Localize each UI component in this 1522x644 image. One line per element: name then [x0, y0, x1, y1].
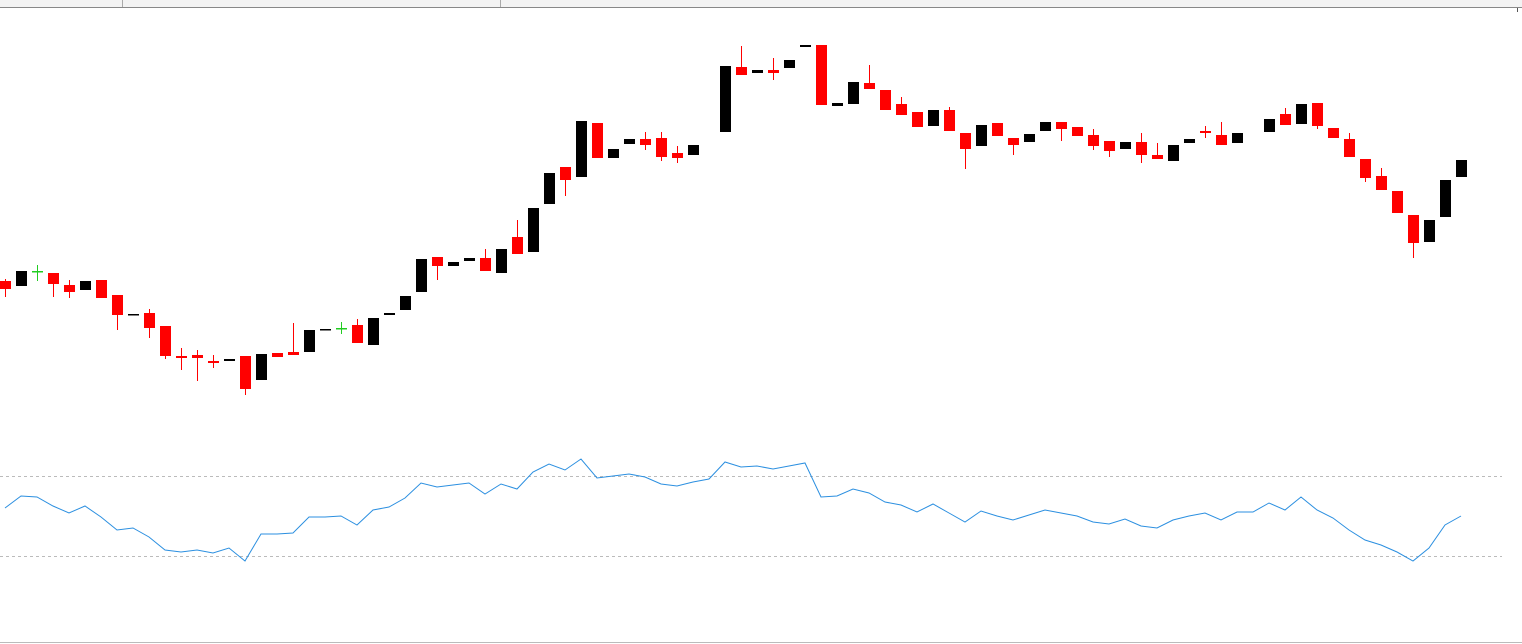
candle-body [144, 313, 155, 328]
candle-body [816, 45, 827, 105]
candle-body [576, 121, 587, 177]
candle-body [1312, 103, 1323, 126]
candle-body [912, 112, 923, 127]
candle-body [96, 280, 107, 298]
candle-body [1072, 127, 1083, 136]
candle-body [752, 70, 763, 73]
candle-body [400, 296, 411, 310]
candle-body [832, 103, 843, 106]
candle-body [1152, 155, 1163, 159]
candle-body [608, 149, 619, 158]
candle-body [160, 326, 171, 356]
candle-body [656, 138, 667, 157]
candle-body [928, 110, 939, 126]
candle-body [960, 133, 971, 149]
candle-body [672, 153, 683, 158]
candle-body [1104, 141, 1115, 151]
candle-body [976, 125, 987, 146]
candle-body [1360, 159, 1371, 178]
candle-body [240, 356, 251, 389]
candle-body [1264, 119, 1275, 132]
candle-body [1296, 104, 1307, 124]
candle-body [1184, 139, 1195, 143]
candle-body [1344, 139, 1355, 157]
candle-body [528, 208, 539, 252]
candle-body [512, 237, 523, 254]
candle-body [16, 271, 27, 286]
candle-body [560, 167, 571, 180]
candle-body [1200, 131, 1211, 133]
candle-body [48, 273, 59, 284]
candle-body [352, 325, 363, 343]
candle-body [336, 328, 347, 330]
candle-body [592, 123, 603, 158]
candle-body [1280, 114, 1291, 125]
candle-body [992, 123, 1003, 136]
candle-body [1040, 122, 1051, 131]
candle-body [416, 259, 427, 292]
candle-body [288, 352, 299, 355]
candle-body [192, 355, 203, 358]
candle-body [464, 258, 475, 261]
candle-body [1232, 133, 1243, 143]
candle-body [800, 45, 811, 47]
candle-body [80, 281, 91, 290]
candle-body [688, 145, 699, 155]
candle-body [448, 262, 459, 266]
candle-body [112, 295, 123, 315]
candle-body [944, 110, 955, 131]
candle-body [1024, 134, 1035, 142]
candle-body [1408, 215, 1419, 243]
candle-body [864, 83, 875, 89]
candle-body [544, 173, 555, 204]
candle-body [256, 354, 267, 380]
candle-body [848, 82, 859, 104]
candle-body [32, 271, 43, 273]
candle-body [640, 139, 651, 145]
candle-body [1440, 180, 1451, 217]
toolbar [0, 0, 1522, 7]
candle-body [384, 313, 395, 315]
candle-body [880, 90, 891, 110]
candle-body [128, 314, 139, 316]
candle-body [784, 60, 795, 68]
candle-body [896, 104, 907, 115]
candle-body [1328, 128, 1339, 138]
indicator-line [4, 458, 1462, 562]
candle-body [1056, 122, 1067, 129]
candle-body [1120, 142, 1131, 149]
candle-body [1376, 176, 1387, 190]
candle-body [1392, 191, 1403, 213]
candle-body [0, 281, 11, 289]
candle-body [432, 257, 443, 266]
candle-body [1088, 135, 1099, 146]
candle-body [1456, 160, 1467, 177]
candle-body [736, 67, 747, 75]
candle-body [208, 361, 219, 363]
candle-body [480, 258, 491, 271]
candle-body [720, 66, 731, 132]
candle-body [320, 329, 331, 331]
candle-body [1168, 145, 1179, 161]
candle-body [1424, 220, 1435, 242]
candle-body [272, 353, 283, 357]
candle-body [224, 359, 235, 361]
candle-body [1136, 142, 1147, 155]
candle-body [768, 70, 779, 73]
candle-body [1216, 135, 1227, 145]
candle-body [624, 139, 635, 144]
candle-body [496, 249, 507, 273]
candle-body [64, 285, 75, 292]
candle-body [176, 356, 187, 358]
candle-body [368, 318, 379, 345]
candle-body [1008, 138, 1019, 145]
candle-body [304, 330, 315, 352]
